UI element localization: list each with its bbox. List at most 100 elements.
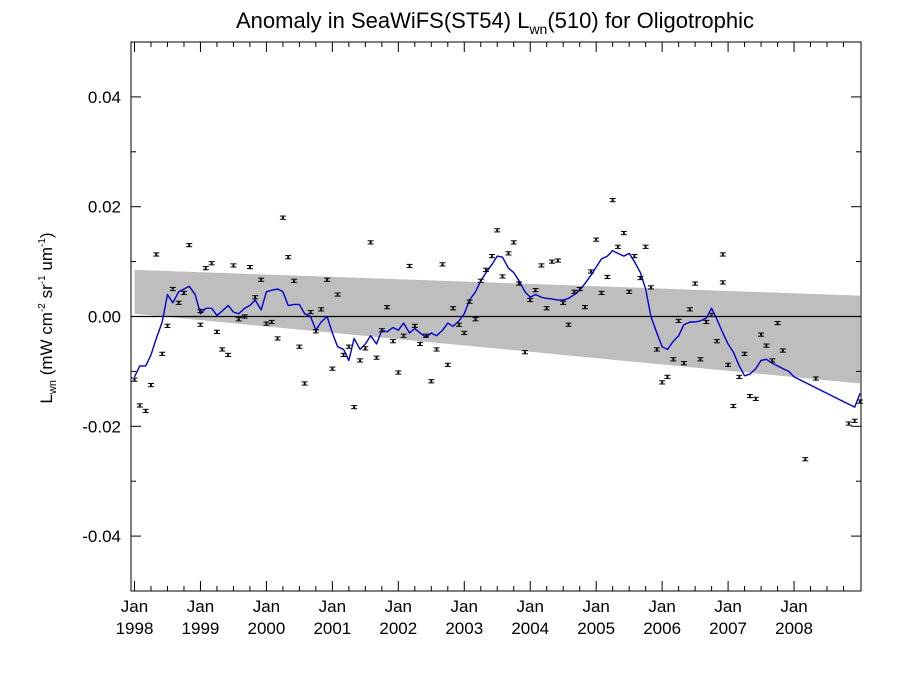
ylabel-unit-prefix: (mW cm [37, 312, 56, 380]
data-point [428, 379, 435, 384]
data-point [411, 323, 418, 328]
ylabel-base-sub: wn [47, 380, 59, 395]
data-point [802, 457, 809, 462]
data-point [637, 275, 644, 281]
data-point [565, 322, 572, 327]
data-point [252, 295, 259, 300]
ylabel-sup3: -1 [37, 238, 48, 247]
data-point [186, 243, 193, 248]
data-point [296, 344, 303, 349]
data-point [851, 418, 858, 423]
data-point [653, 347, 660, 352]
data-point [604, 274, 611, 280]
data-point [345, 344, 352, 349]
y-tick-label: -0.02 [82, 417, 121, 436]
data-point [510, 240, 517, 245]
data-point [367, 240, 374, 245]
x-tick-month: Jan [187, 597, 214, 616]
data-point [400, 333, 407, 338]
x-tick-month: Jan [253, 597, 280, 616]
data-point [147, 383, 154, 388]
data-point [235, 317, 242, 322]
data-point [312, 329, 319, 334]
data-point [444, 362, 451, 367]
data-point [581, 305, 588, 310]
data-point [769, 358, 776, 363]
data-point [642, 244, 649, 249]
data-point [845, 421, 852, 426]
data-point [357, 358, 364, 363]
data-point [576, 286, 583, 292]
y-axis-label: Lwn (mW cm-2 sr-1 um-1) [37, 232, 59, 403]
x-axis: Jan 1998 Jan 1999 Jan 2000 Jan 2001 Jan 2002 Jan 20… [116, 42, 845, 638]
data-point [329, 366, 336, 371]
data-point [647, 285, 654, 290]
data-point [213, 329, 220, 334]
x-tick-month: Jan [319, 597, 346, 616]
data-point [406, 263, 413, 269]
data-point [560, 300, 567, 305]
data-point [246, 264, 253, 270]
x-tick-year: 2001 [313, 619, 351, 638]
data-point [334, 292, 341, 297]
data-point [450, 306, 457, 311]
data-point [746, 394, 753, 399]
data-point [571, 289, 578, 294]
data-point [175, 300, 182, 305]
data-point [736, 374, 743, 379]
data-point [713, 339, 720, 344]
data-point [477, 278, 484, 283]
x-tick-year: 2004 [511, 619, 549, 638]
x-tick-month: Jan [451, 597, 478, 616]
data-point [548, 259, 555, 264]
data-point [285, 255, 292, 260]
x-tick-month: Jan [517, 597, 544, 616]
data-point [631, 254, 638, 259]
data-point [197, 308, 204, 314]
data-point [131, 377, 138, 382]
data-point [675, 318, 682, 323]
data-point [153, 252, 160, 257]
data-point [472, 317, 479, 322]
data-point [241, 314, 248, 319]
data-point [697, 357, 704, 362]
x-tick-year: 2006 [643, 619, 681, 638]
ylabel-mid2: um [37, 247, 56, 275]
data-point [626, 289, 633, 294]
data-point [593, 237, 600, 242]
data-point [351, 404, 358, 410]
plot-area [130, 41, 863, 592]
data-point [169, 286, 176, 292]
data-point [390, 339, 397, 344]
x-tick-month: Jan [780, 597, 807, 616]
data-point [812, 376, 819, 381]
x-tick-year: 2003 [445, 619, 483, 638]
data-point [136, 403, 143, 408]
data-point [730, 403, 737, 409]
data-point [159, 351, 166, 356]
data-point [307, 310, 314, 315]
data-point [505, 251, 512, 256]
x-tick-year: 2007 [709, 619, 747, 638]
x-tick-year: 2008 [775, 619, 813, 638]
data-point [417, 341, 424, 347]
data-point [719, 280, 726, 285]
data-points [131, 198, 863, 462]
data-point [225, 352, 232, 358]
data-point [719, 252, 726, 257]
data-point [230, 263, 237, 268]
data-point [670, 357, 677, 362]
data-point [423, 333, 430, 338]
y-tick-label: 0.00 [88, 308, 121, 327]
data-point [219, 347, 226, 352]
data-point [659, 380, 666, 385]
x-tick-year: 2005 [577, 619, 615, 638]
data-point [258, 277, 265, 282]
data-point [301, 381, 308, 386]
data-point [268, 319, 275, 325]
x-tick-month: Jan [582, 597, 609, 616]
ylabel-sup1: -2 [37, 303, 48, 312]
data-point [857, 399, 863, 404]
data-point [708, 312, 715, 317]
